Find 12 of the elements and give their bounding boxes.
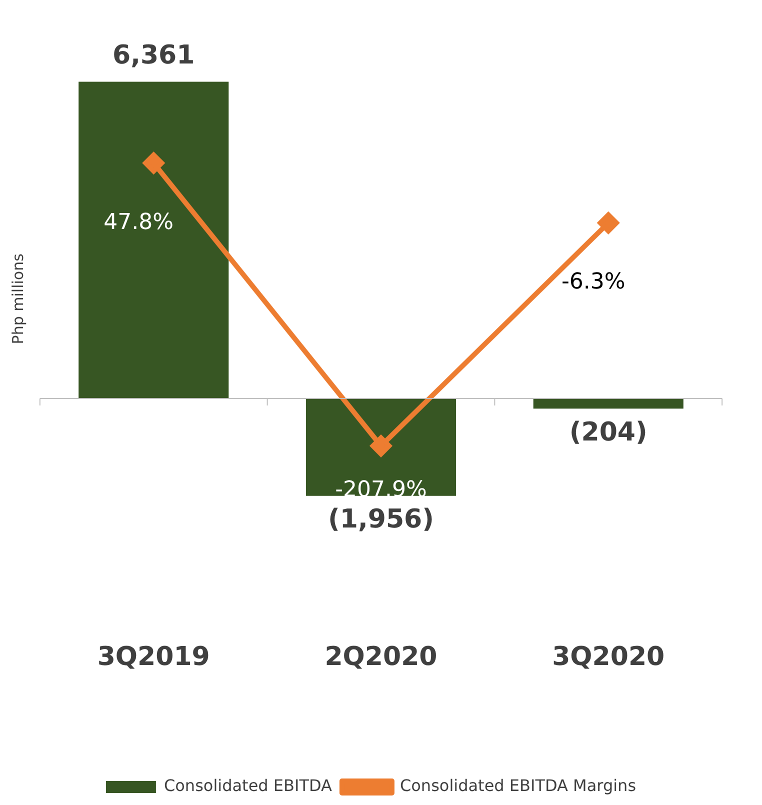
x-tick-label: 2Q2020 [324,642,438,672]
data-label: -6.3% [561,270,626,295]
data-label: 47.8% [104,210,174,235]
legend-label: Consolidated EBITDA [164,776,332,796]
legend-label: Consolidated EBITDA Margins [400,776,636,796]
x-tick-label: 3Q2019 [97,642,210,672]
data-label: (1,956) [328,504,434,535]
data-label: -207.9% [335,478,427,503]
data-label: (204) [569,417,648,448]
data-label: 6,361 [112,40,195,71]
y-axis-title: Php millions [8,253,27,344]
x-tick-label: 3Q2020 [552,642,665,672]
